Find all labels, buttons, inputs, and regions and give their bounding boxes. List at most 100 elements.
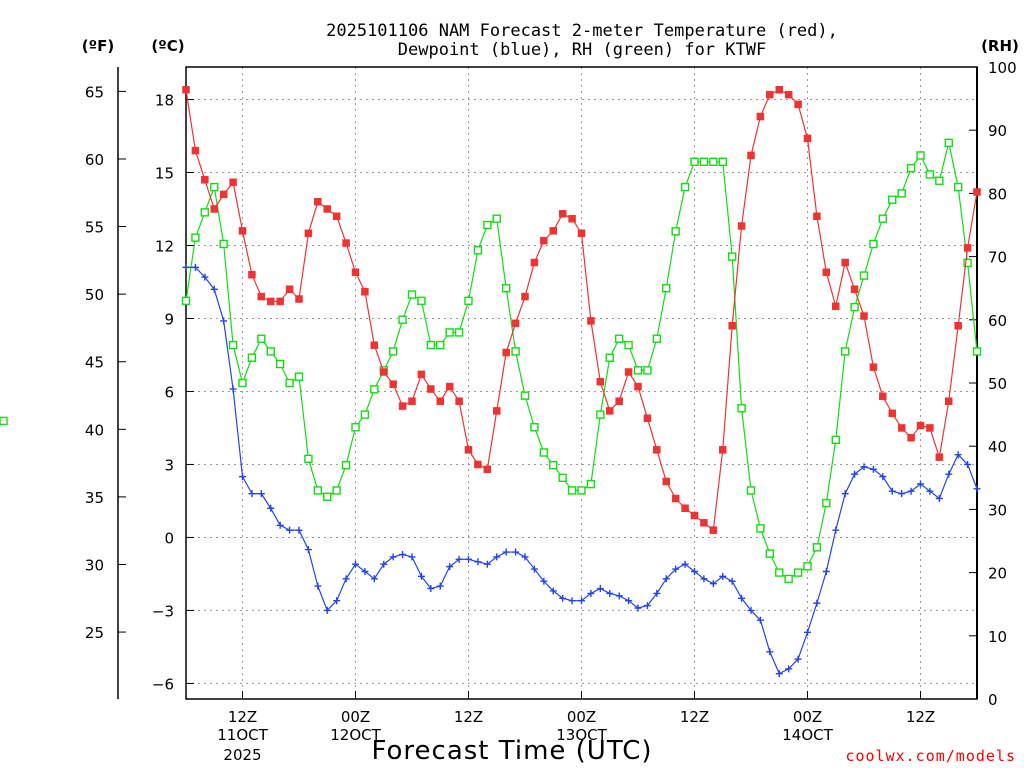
dewpoint-point bbox=[370, 575, 378, 583]
temperature-point bbox=[643, 414, 652, 422]
rh-point bbox=[228, 340, 238, 350]
dewpoint-point bbox=[276, 521, 284, 529]
rh-point bbox=[332, 486, 341, 495]
dewpoint-point bbox=[389, 553, 397, 561]
rh-point bbox=[718, 157, 727, 167]
temperature-point bbox=[257, 292, 266, 301]
rh-point bbox=[436, 340, 445, 350]
dewpoint-point bbox=[747, 606, 755, 614]
temperature-point bbox=[690, 511, 699, 520]
dewpoint-point bbox=[239, 473, 246, 481]
dewpoint-point bbox=[210, 285, 218, 293]
temperature-point bbox=[417, 370, 426, 379]
rh-point bbox=[869, 239, 878, 249]
f-tick-label: 40 bbox=[85, 421, 104, 439]
rh-point bbox=[709, 157, 718, 167]
temperature-point bbox=[973, 188, 981, 196]
dewpoint-point bbox=[766, 648, 774, 656]
rh-point bbox=[897, 189, 906, 198]
rh-tick-label: 90 bbox=[988, 122, 1007, 140]
temperature-point bbox=[380, 368, 388, 376]
temperature-point bbox=[248, 270, 256, 279]
dewpoint-point bbox=[342, 575, 350, 583]
temperature-point bbox=[521, 292, 529, 301]
dewpoint-point bbox=[267, 504, 275, 512]
dewpoint-point bbox=[841, 490, 849, 498]
temperature-point bbox=[540, 236, 548, 245]
temperature-point bbox=[493, 407, 501, 415]
dewpoint-point bbox=[691, 568, 698, 576]
dewpoint-point bbox=[653, 589, 661, 597]
rh-point bbox=[257, 334, 266, 343]
rh-point bbox=[577, 486, 586, 495]
temperature-point bbox=[954, 322, 962, 330]
rh-tick-label: 100 bbox=[988, 59, 1017, 77]
temperature-point bbox=[737, 222, 746, 230]
dewpoint-point bbox=[568, 597, 576, 605]
temperature-point bbox=[389, 380, 397, 388]
dewpoint-point bbox=[869, 465, 877, 473]
rh-tick-label: 10 bbox=[988, 628, 1007, 646]
temperature-point bbox=[304, 229, 313, 238]
rh-point bbox=[200, 208, 210, 217]
dewpoint-point bbox=[973, 485, 981, 493]
dewpoint-point bbox=[898, 490, 906, 498]
rh-point bbox=[567, 486, 577, 495]
temperature-point bbox=[935, 453, 944, 461]
rh-point bbox=[878, 214, 888, 223]
rh-point bbox=[0, 416, 8, 426]
dewpoint-point bbox=[888, 487, 896, 495]
rh-line bbox=[185, 142, 978, 580]
rh-point bbox=[953, 182, 963, 192]
dewpoint-point bbox=[832, 526, 840, 534]
dewpoint-point bbox=[408, 553, 416, 561]
grid-lines bbox=[186, 67, 977, 699]
dewpoint-point bbox=[521, 553, 529, 561]
temperature-point bbox=[832, 302, 840, 311]
temperature-point bbox=[615, 397, 623, 405]
rh-point bbox=[586, 479, 596, 489]
temperature-point bbox=[568, 214, 576, 223]
temperature-point bbox=[596, 377, 605, 386]
temperature-point bbox=[238, 227, 247, 235]
temperature-point bbox=[511, 319, 520, 328]
temperature-point bbox=[926, 424, 934, 432]
temperature-point bbox=[803, 134, 812, 143]
x-tick-label: 12Z bbox=[454, 708, 483, 726]
dewpoint-point bbox=[361, 568, 369, 576]
temperature-point bbox=[869, 363, 878, 371]
dewpoint-point bbox=[709, 580, 717, 588]
f-tick-label: 50 bbox=[85, 286, 104, 304]
dewpoint-point bbox=[738, 594, 746, 602]
temperature-point bbox=[897, 424, 906, 432]
rh-point bbox=[727, 252, 737, 261]
x-tick-label: 00Z bbox=[341, 708, 370, 726]
dewpoint-point bbox=[596, 585, 604, 593]
rh-point bbox=[483, 220, 492, 230]
dewpoint-point bbox=[606, 589, 614, 597]
c-tick-label: −3 bbox=[152, 602, 174, 620]
x-tick-label: 12Z bbox=[680, 708, 709, 726]
temperature-point bbox=[634, 382, 642, 391]
temperature-point bbox=[474, 460, 482, 469]
rh-tick-label: 20 bbox=[988, 565, 1007, 583]
chart-title-line1: 2025101106 NAM Forecast 2-meter Temperat… bbox=[326, 21, 838, 41]
dewpoint-point bbox=[775, 670, 783, 678]
dewpoint-point bbox=[954, 451, 962, 459]
dewpoint-point bbox=[785, 665, 793, 673]
rh-point bbox=[662, 284, 671, 293]
rh-point bbox=[756, 524, 765, 533]
rh-point bbox=[539, 448, 549, 457]
dewpoint-point bbox=[549, 587, 557, 595]
dewpoint-point bbox=[559, 594, 567, 602]
rh-point bbox=[210, 182, 219, 192]
rh-point bbox=[605, 353, 614, 362]
rh-point bbox=[822, 498, 831, 508]
dewpoint-point bbox=[323, 606, 331, 614]
rh-point bbox=[360, 410, 370, 419]
rh-point bbox=[831, 435, 840, 445]
dewpoint-point bbox=[502, 548, 510, 556]
dewpoint-point bbox=[182, 263, 190, 271]
dewpoint-point bbox=[417, 572, 425, 580]
dewpoint-point bbox=[672, 565, 680, 573]
